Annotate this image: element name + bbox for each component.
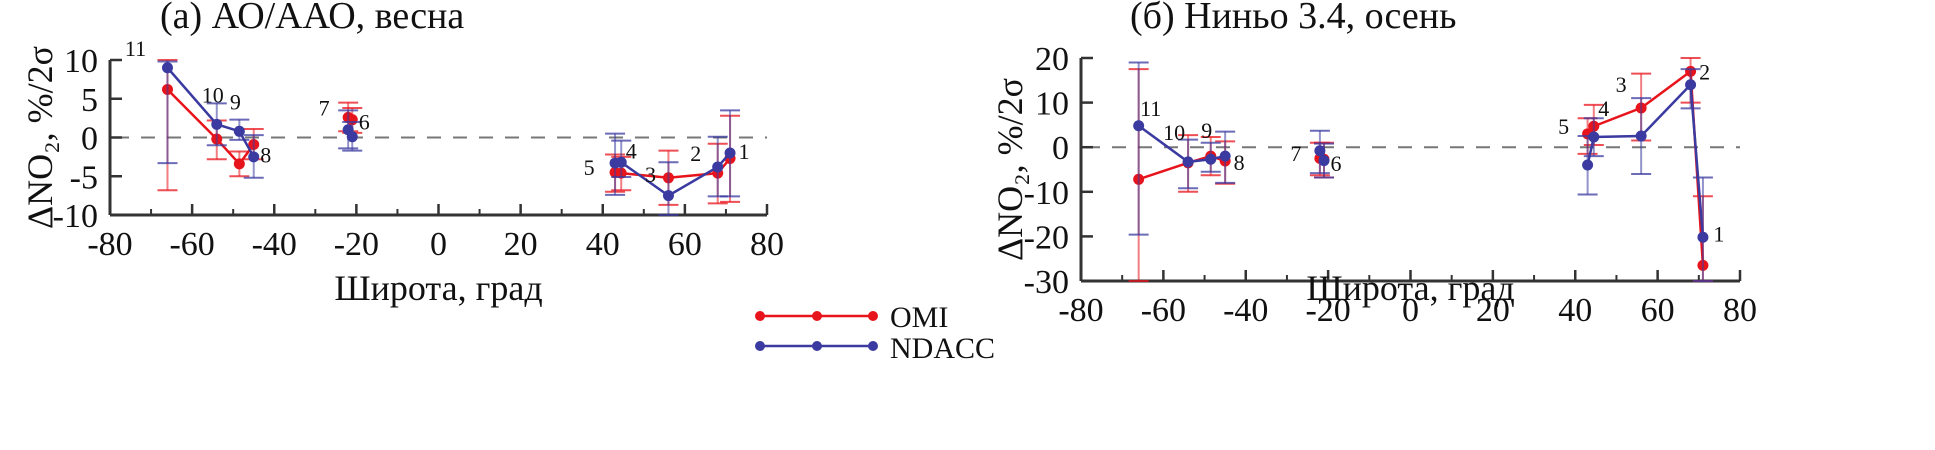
data-point	[1588, 131, 1600, 143]
y-tick-label: 0	[1052, 130, 1069, 167]
x-tick-label: 80	[1723, 292, 1757, 329]
data-point	[1133, 120, 1145, 132]
legend-label-omi: OMI	[890, 301, 948, 334]
x-tick-label: -60	[169, 226, 214, 263]
station-label: 6	[1331, 151, 1342, 176]
series-line	[166, 88, 255, 166]
y-tick-label: -20	[1024, 219, 1069, 256]
panel-title: (б) Ниньо 3.4, осень	[1130, 0, 1456, 37]
data-point	[233, 125, 245, 137]
station-label: 1	[739, 139, 750, 164]
y-tick-label: 5	[81, 82, 98, 119]
station-label: 4	[1598, 96, 1609, 121]
y-tick-label: -10	[1024, 175, 1069, 212]
station-label: 8	[260, 142, 271, 167]
series-line	[1137, 124, 1226, 164]
station-label: 6	[359, 110, 370, 135]
data-point	[662, 190, 674, 202]
x-tick-label: -80	[1058, 292, 1103, 329]
y-axis-title: ΔNO₂, %/2σ	[990, 78, 1030, 261]
x-axis-title: Широта, град	[334, 268, 542, 308]
x-tick-label: 40	[1558, 292, 1592, 329]
legend-marker-ndacc	[812, 341, 822, 351]
station-label: 4	[626, 138, 637, 163]
x-tick-label: -20	[334, 226, 379, 263]
legend-marker-omi	[868, 311, 878, 321]
series-line	[166, 66, 255, 158]
y-tick-label: 10	[64, 43, 98, 80]
station-label: 7	[1290, 141, 1301, 166]
station-label: 3	[645, 162, 656, 187]
data-point	[233, 158, 245, 170]
data-point	[1582, 159, 1594, 171]
y-tick-label: 20	[1035, 41, 1069, 78]
station-label: 9	[230, 89, 241, 114]
x-tick-label: -40	[1223, 292, 1268, 329]
station-label: 8	[1234, 150, 1245, 175]
x-tick-label: 40	[586, 226, 620, 263]
x-tick-label: 60	[668, 226, 702, 263]
series-ndacc	[157, 60, 741, 216]
x-tick-label: 0	[430, 226, 447, 263]
y-tick-label: -10	[53, 198, 98, 235]
legend-entry-ndacc: NDACC	[755, 332, 995, 365]
y-tick-label: 10	[1035, 86, 1069, 123]
y-axis-title: ΔNO₂, %/2σ	[20, 46, 60, 229]
station-label: 10	[1163, 120, 1185, 145]
x-tick-label: 20	[1476, 292, 1510, 329]
data-point	[1182, 156, 1194, 168]
station-label: 10	[202, 82, 224, 107]
data-point	[1205, 153, 1217, 165]
x-tick-label: -60	[1141, 292, 1186, 329]
data-point	[1697, 231, 1709, 243]
station-label: 1	[1713, 221, 1724, 246]
legend: OMI NDACC	[755, 301, 995, 365]
data-point	[712, 161, 724, 173]
data-point	[161, 62, 173, 74]
x-tick-label: -40	[252, 226, 297, 263]
station-label: 5	[584, 155, 595, 180]
series-ndacc	[1128, 61, 1713, 282]
data-point	[1314, 145, 1326, 157]
station-label: 5	[1558, 114, 1569, 139]
legend-label-ndacc: NDACC	[890, 332, 995, 365]
legend-entry-omi: OMI	[755, 301, 948, 334]
station-label: 2	[1699, 59, 1710, 84]
y-tick-label: 0	[81, 121, 98, 158]
x-tick-label: 60	[1641, 292, 1675, 329]
data-point	[615, 156, 627, 168]
legend-marker-ndacc	[755, 341, 765, 351]
x-tick-label: 80	[750, 226, 784, 263]
panel-title: (a) АО/ААО, весна	[160, 0, 464, 37]
station-label: 2	[690, 141, 701, 166]
x-tick-label: 20	[504, 226, 538, 263]
station-label: 9	[1201, 118, 1212, 143]
station-label: 3	[1616, 72, 1627, 97]
data-point	[724, 147, 736, 159]
data-point	[1318, 155, 1330, 167]
panel-a: (a) АО/ААО, весна-80 -60 -40 -20 0 20 40 60 80-1…	[20, 0, 784, 308]
station-label: 7	[319, 95, 330, 120]
legend-marker-omi	[755, 311, 765, 321]
x-axis-title: Широта, град	[1306, 268, 1514, 308]
y-tick-label: -5	[70, 159, 98, 196]
data-point	[211, 118, 223, 130]
x-tick-label: -80	[87, 226, 132, 263]
data-point	[1219, 150, 1231, 162]
station-label: 11	[1140, 96, 1161, 121]
data-point	[248, 151, 260, 163]
legend-marker-omi	[812, 311, 822, 321]
data-point	[1635, 130, 1647, 142]
data-point	[1685, 79, 1697, 91]
legend-marker-ndacc	[868, 341, 878, 351]
data-point	[346, 131, 358, 143]
x-tick-label: -20	[1305, 292, 1350, 329]
station-label: 11	[125, 36, 146, 61]
x-tick-label: 0	[1402, 292, 1419, 329]
panel-b: (б) Ниньо 3.4, осень-80 -60 -40 -20 0 20 40 60 8…	[990, 0, 1757, 329]
y-tick-label: -30	[1024, 264, 1069, 301]
